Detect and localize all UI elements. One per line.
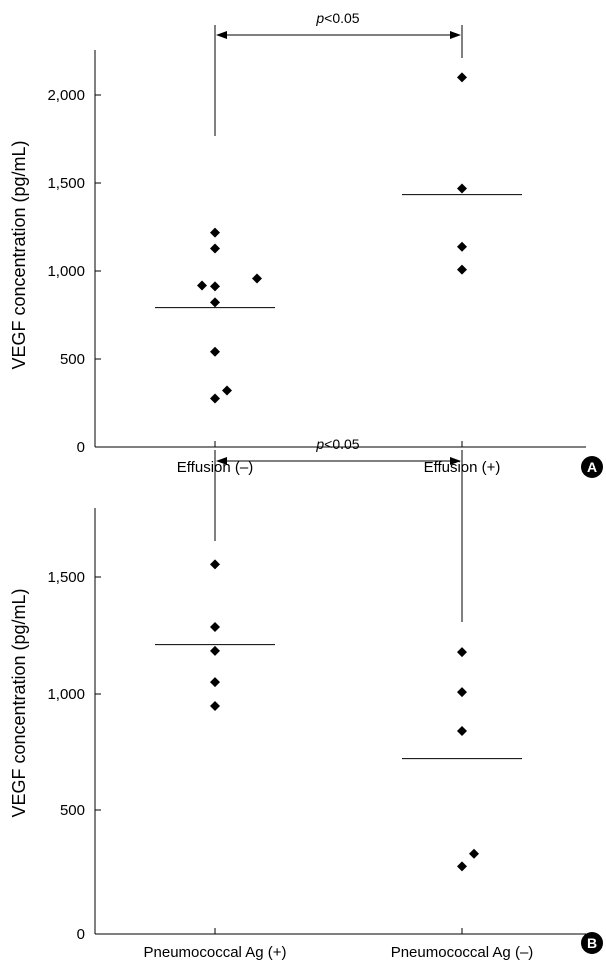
- data-point: [210, 559, 220, 570]
- data-point: [197, 280, 207, 291]
- data-point: [457, 264, 467, 275]
- x-tick-label: Pneumococcal Ag (+): [144, 944, 287, 961]
- data-point: [457, 861, 467, 872]
- panel-a: VEGF concentration (pg/mL) 0 500 1,000 1…: [9, 10, 603, 478]
- panel-badge: B: [581, 932, 603, 954]
- y-tick-label: 500: [60, 351, 85, 368]
- x-ticks: Pneumococcal Ag (+) Pneumococcal Ag (–): [144, 928, 534, 961]
- data-point: [469, 848, 479, 859]
- data-point: [210, 393, 220, 404]
- arrowhead-left: [216, 457, 227, 465]
- significance-bracket: p<0.05: [214, 436, 463, 622]
- y-tick-label: 500: [60, 802, 85, 819]
- data-point: [252, 273, 262, 284]
- panel-b: VEGF concentration (pg/mL) 0 500 1,000 1…: [9, 436, 603, 961]
- data-point: [457, 72, 467, 83]
- y-ticks: 0 500 1,000 1,500: [47, 569, 101, 943]
- p-value-label: p<0.05: [315, 10, 359, 26]
- data-point: [210, 677, 220, 688]
- data-points: [155, 559, 522, 872]
- panel-badge-circle: [581, 456, 603, 478]
- data-point: [210, 297, 220, 308]
- data-point: [210, 346, 220, 357]
- panel-letter: B: [587, 935, 597, 951]
- data-point: [210, 622, 220, 633]
- y-ticks: 0 500 1,000 1,500 2,000: [47, 87, 101, 456]
- data-point: [457, 726, 467, 737]
- y-tick-label: 1,000: [47, 686, 85, 703]
- x-tick-label: Pneumococcal Ag (–): [391, 944, 534, 961]
- data-point: [210, 281, 220, 292]
- y-tick-label: 0: [77, 439, 85, 456]
- arrowhead-right: [450, 31, 461, 39]
- y-tick-label: 1,500: [47, 569, 85, 586]
- data-point: [457, 241, 467, 252]
- panel-badge-circle: [581, 932, 603, 954]
- y-tick-label: 1,000: [47, 263, 85, 280]
- data-point: [210, 645, 220, 656]
- p-value-label: p<0.05: [315, 436, 359, 452]
- arrowhead-left: [216, 31, 227, 39]
- significance-bracket: p<0.05: [214, 10, 463, 136]
- panel-letter: A: [587, 459, 597, 475]
- data-point: [222, 385, 232, 396]
- arrowhead-right: [450, 457, 461, 465]
- y-tick-label: 1,500: [47, 175, 85, 192]
- y-axis-label: VEGF concentration (pg/mL): [9, 588, 29, 817]
- data-point: [457, 647, 467, 658]
- panel-badge: A: [581, 456, 603, 478]
- data-point: [210, 243, 220, 254]
- data-point: [210, 700, 220, 711]
- y-axis-label: VEGF concentration (pg/mL): [9, 140, 29, 369]
- y-tick-label: 2,000: [47, 87, 85, 104]
- y-tick-label: 0: [77, 926, 85, 943]
- data-point: [457, 687, 467, 698]
- data-point: [210, 227, 220, 238]
- data-points: [155, 72, 522, 404]
- data-point: [457, 183, 467, 194]
